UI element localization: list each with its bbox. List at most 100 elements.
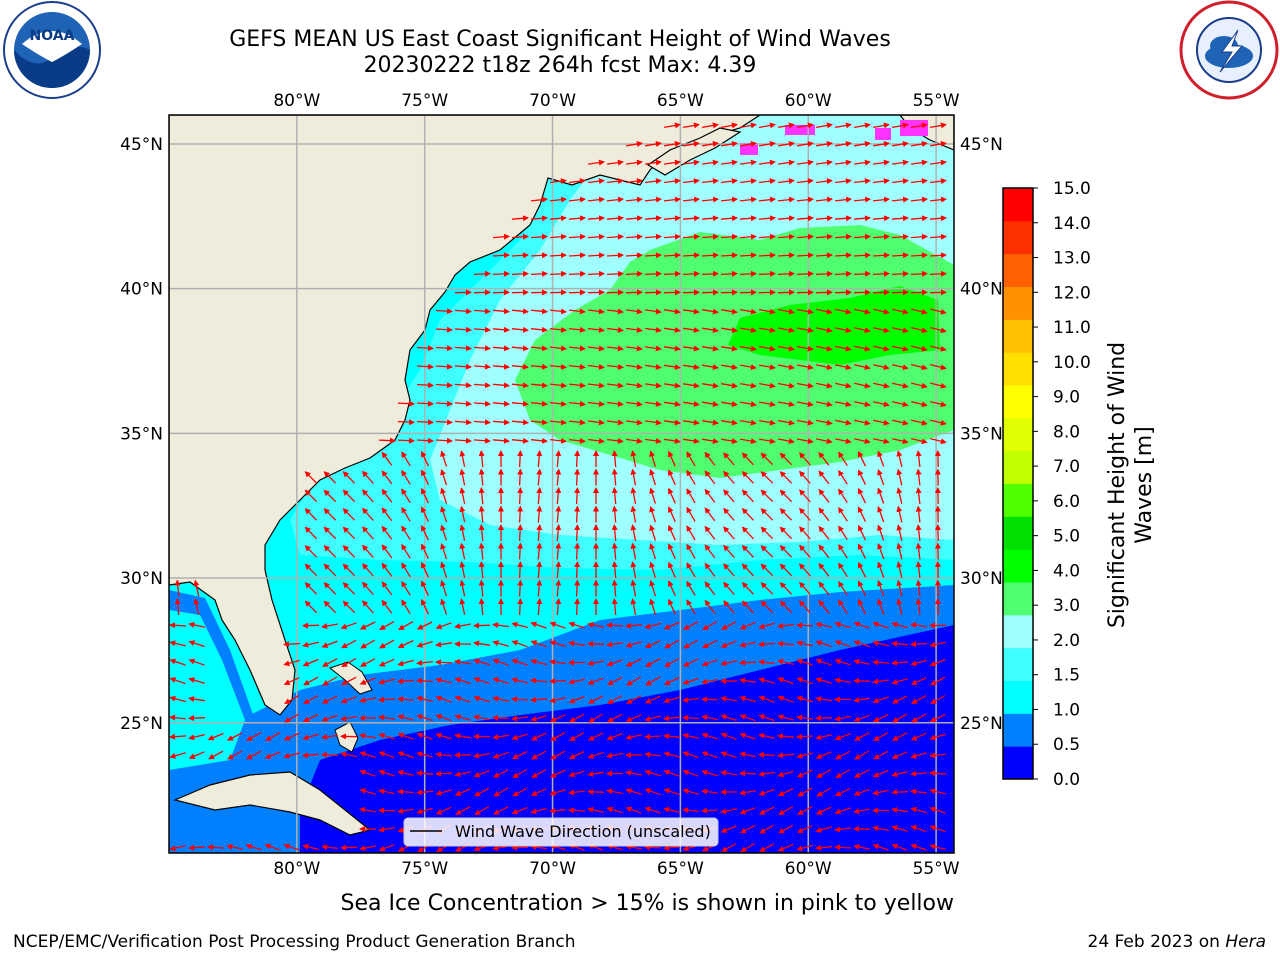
wind-wave-arrow — [588, 363, 605, 370]
wind-wave-arrow — [663, 677, 680, 685]
wind-wave-arrow — [668, 561, 676, 578]
wind-wave-arrow — [574, 468, 581, 486]
wind-wave-arrow — [207, 844, 225, 851]
wind-wave-arrow — [478, 561, 485, 579]
colorbar-tick-label: 0.0 — [1053, 770, 1080, 790]
wind-wave-arrow — [683, 639, 699, 649]
wind-wave-arrow — [664, 159, 681, 166]
wind-wave-arrow — [930, 676, 946, 686]
wind-wave-arrow — [663, 621, 680, 630]
wind-wave-arrow — [682, 807, 699, 814]
wind-wave-arrow — [835, 419, 852, 426]
lon-tick-label: 75°W — [401, 859, 448, 879]
wind-wave-arrow — [549, 769, 566, 778]
wind-wave-arrow — [478, 542, 485, 560]
colorbar-swatch — [1003, 582, 1033, 616]
wind-wave-arrow — [911, 326, 928, 334]
wind-wave-arrow — [891, 233, 909, 240]
wind-wave-arrow — [834, 215, 852, 222]
colorbar-tick-label: 6.0 — [1053, 492, 1080, 512]
lon-tick-label: 70°W — [529, 91, 576, 111]
wind-wave-arrow — [854, 345, 871, 352]
wind-wave-arrow — [760, 545, 774, 558]
lon-tick-label: 55°W — [913, 91, 960, 111]
noaa-logo-text: NOAA — [30, 28, 75, 44]
wind-wave-arrow — [758, 233, 776, 240]
wind-wave-arrow — [478, 487, 485, 505]
wind-wave-arrow — [891, 621, 908, 629]
wind-wave-arrow — [796, 196, 814, 203]
wind-wave-arrow — [834, 233, 852, 240]
wind-wave-arrow — [549, 789, 566, 796]
wind-wave-arrow — [779, 508, 793, 521]
wind-wave-arrow — [758, 401, 776, 407]
wind-wave-arrow — [663, 270, 681, 277]
wind-wave-arrow — [321, 623, 339, 630]
wind-wave-arrow — [416, 640, 433, 648]
wind-wave-arrow — [174, 579, 181, 597]
wind-wave-arrow — [435, 806, 452, 815]
wind-wave-arrow — [644, 270, 662, 277]
wind-wave-arrow — [701, 308, 719, 315]
wind-wave-arrow — [378, 714, 395, 721]
wind-wave-arrow — [644, 141, 662, 147]
wind-wave-arrow — [796, 438, 814, 445]
wind-wave-arrow — [342, 508, 356, 521]
wind-wave-arrow — [739, 789, 757, 796]
colorbar-swatch — [1003, 647, 1033, 681]
wind-wave-arrow — [321, 844, 338, 851]
wind-wave-arrow — [758, 345, 776, 352]
wind-wave-arrow — [588, 178, 605, 185]
colorbar-swatch — [1003, 516, 1033, 550]
wind-wave-arrow — [644, 252, 662, 259]
wind-wave-arrow — [607, 694, 623, 705]
wind-wave-arrow — [668, 450, 676, 467]
wind-wave-arrow — [663, 122, 681, 129]
wind-wave-arrow — [530, 215, 548, 222]
wind-wave-arrow — [854, 419, 871, 426]
wind-wave-arrow — [760, 563, 774, 577]
wind-wave-arrow — [796, 419, 814, 426]
wind-wave-arrow — [701, 714, 718, 721]
wind-wave-arrow — [896, 505, 903, 523]
wind-wave-arrow — [739, 233, 757, 240]
wind-wave-arrow — [739, 419, 757, 426]
wind-wave-arrow — [723, 600, 735, 614]
wind-wave-arrow — [359, 769, 376, 777]
wind-wave-arrow — [910, 122, 928, 129]
wind-wave-arrow — [569, 178, 586, 185]
wind-wave-arrow — [799, 600, 811, 614]
wind-wave-arrow — [704, 581, 716, 596]
wind-wave-arrow — [701, 769, 718, 777]
wind-wave-arrow — [835, 438, 852, 445]
wind-wave-arrow — [741, 581, 754, 595]
wind-wave-arrow — [777, 843, 794, 852]
wind-wave-arrow — [779, 545, 793, 558]
wind-wave-arrow — [930, 419, 947, 426]
wind-wave-arrow — [512, 768, 528, 779]
wind-wave-arrow — [891, 122, 909, 129]
wind-wave-arrow — [188, 715, 206, 722]
wind-wave-arrow — [630, 505, 637, 523]
wind-wave-arrow — [359, 751, 376, 759]
wind-wave-arrow — [664, 345, 681, 352]
wind-wave-arrow — [720, 308, 738, 315]
wind-wave-arrow — [834, 141, 852, 147]
wind-wave-arrow — [741, 507, 754, 521]
wind-wave-arrow — [454, 658, 472, 665]
wind-wave-arrow — [644, 622, 661, 630]
wind-wave-arrow — [723, 581, 735, 595]
wind-wave-arrow — [915, 579, 922, 597]
wind-wave-arrow — [440, 579, 448, 597]
wind-wave-arrow — [723, 563, 735, 577]
wind-wave-arrow — [796, 640, 813, 647]
wind-wave-arrow — [342, 582, 356, 595]
wind-wave-arrow — [607, 400, 624, 407]
wind-wave-arrow — [686, 543, 696, 559]
wind-wave-arrow — [626, 400, 643, 407]
wind-wave-arrow — [536, 505, 543, 523]
wind-wave-arrow — [341, 639, 357, 649]
wind-wave-arrow — [815, 215, 833, 222]
wind-wave-arrow — [304, 508, 318, 521]
wind-wave-arrow — [910, 677, 927, 685]
